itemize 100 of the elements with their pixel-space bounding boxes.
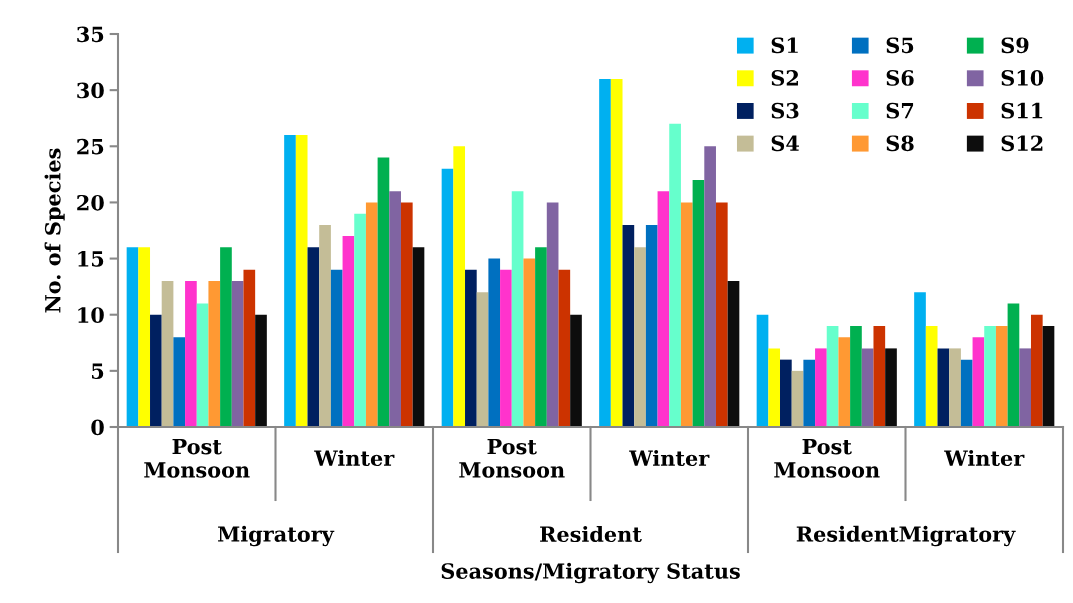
bar <box>715 202 728 427</box>
bar <box>960 359 973 427</box>
bar <box>185 281 197 427</box>
bar <box>476 292 489 427</box>
x-tick-label: Winter <box>629 449 710 467</box>
bar <box>780 359 792 427</box>
bar <box>173 337 186 427</box>
legend-label: S8 <box>886 135 914 152</box>
bar <box>196 303 209 427</box>
bar <box>284 135 296 427</box>
y-axis-title: No. of Species <box>44 148 65 313</box>
y-tick-label: 10 <box>78 307 104 323</box>
bar <box>255 314 267 427</box>
x-axis-title: Seasons/Migratory Status <box>441 562 740 584</box>
bar <box>523 258 536 427</box>
bar <box>1019 348 1031 427</box>
x-tick-label: Winter <box>944 449 1025 467</box>
y-tick-label: 5 <box>92 363 104 380</box>
bar <box>220 247 232 427</box>
bar <box>803 359 816 427</box>
bar <box>704 146 716 427</box>
text: ResidentMigratory <box>796 525 1016 547</box>
legend-label: S7 <box>886 102 914 119</box>
bar <box>657 191 670 427</box>
bar <box>984 325 996 427</box>
bar <box>838 337 851 427</box>
bar <box>354 213 366 427</box>
bar <box>231 281 244 427</box>
bar <box>692 179 705 427</box>
legend-label: S11 <box>1001 102 1043 119</box>
bar <box>330 269 343 427</box>
bar <box>488 258 501 427</box>
y-tick-label: 25 <box>77 138 104 155</box>
bar <box>861 348 874 427</box>
legend-label: S3 <box>771 102 799 119</box>
bar <box>500 269 512 427</box>
bar <box>1042 325 1055 427</box>
text: Resident <box>540 525 642 543</box>
bar <box>295 135 308 427</box>
y-tick-label: 0 <box>91 419 104 436</box>
legend-label: S12 <box>1001 135 1043 152</box>
y-tick-label: 30 <box>77 82 104 99</box>
bar <box>1007 303 1020 427</box>
bar <box>815 348 827 427</box>
legend-label: S5 <box>886 37 914 54</box>
bar <box>126 247 139 427</box>
text: Migratory <box>218 525 335 547</box>
bar <box>319 224 331 427</box>
bar <box>599 78 611 427</box>
bar <box>680 202 693 427</box>
bar <box>365 202 378 427</box>
x-tick-label: Post Monsoon <box>459 438 565 478</box>
bar <box>138 247 151 427</box>
bar <box>610 78 623 427</box>
bar <box>453 146 466 427</box>
bar <box>535 247 547 427</box>
bar <box>570 314 582 427</box>
y-tick-label: 35 <box>77 26 104 43</box>
bar <box>1030 314 1043 427</box>
legend-label: S9 <box>1001 37 1029 54</box>
bar <box>208 281 221 427</box>
bar <box>949 348 961 427</box>
bar <box>925 325 938 427</box>
x-tick-label: Post Monsoon <box>774 438 880 478</box>
bar <box>400 202 413 427</box>
bar <box>412 247 425 427</box>
bar <box>441 168 454 427</box>
bar <box>243 269 256 427</box>
bar <box>558 269 571 427</box>
legend-label: S2 <box>771 70 798 86</box>
bar <box>511 191 524 427</box>
bar <box>161 281 174 427</box>
y-tick-label: 20 <box>77 194 104 211</box>
bar <box>826 325 839 427</box>
x-tick-label: Winter <box>314 449 395 467</box>
bar <box>645 224 658 427</box>
bar <box>377 157 390 427</box>
bar <box>995 325 1008 427</box>
legend-label: S6 <box>886 70 914 86</box>
bar <box>727 281 740 427</box>
bar <box>546 202 559 427</box>
legend-label: S1 <box>771 37 798 54</box>
bar <box>791 370 804 427</box>
bar <box>150 314 162 427</box>
bar <box>937 348 950 427</box>
legend-label: S4 <box>771 135 799 152</box>
bar <box>850 325 862 427</box>
y-tick-label: 15 <box>78 251 104 267</box>
bar <box>756 314 769 427</box>
bar <box>885 348 897 427</box>
bar <box>634 247 646 427</box>
bar <box>914 292 926 427</box>
bar <box>669 123 681 427</box>
bar <box>342 236 355 427</box>
bar <box>307 247 320 427</box>
bar <box>768 348 781 427</box>
legend-label: S10 <box>1001 70 1044 86</box>
bar <box>972 337 985 427</box>
bar <box>873 325 886 427</box>
bar <box>622 224 635 427</box>
